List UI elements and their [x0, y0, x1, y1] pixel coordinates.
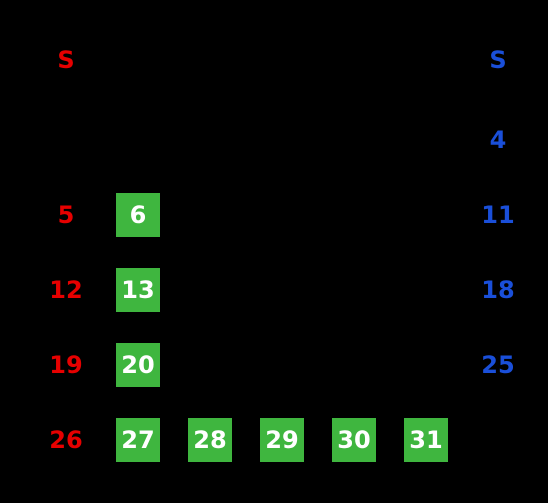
day-cell[interactable]: 31 [392, 418, 460, 462]
calendar-row-1: 5 6 11 [30, 193, 534, 237]
day-number: 5 [58, 201, 75, 229]
day-cell [104, 118, 172, 162]
weekday-header-4 [320, 38, 388, 82]
day-cell[interactable]: 6 [104, 193, 172, 237]
day-cell [176, 268, 244, 312]
day-number: 28 [193, 426, 226, 454]
day-cell[interactable]: 25 [464, 343, 532, 387]
day-cell [320, 193, 388, 237]
day-cell [320, 343, 388, 387]
calendar-row-2: 12 13 18 [30, 268, 534, 312]
day-cell[interactable]: 29 [248, 418, 316, 462]
day-cell[interactable]: 18 [464, 268, 532, 312]
day-number: 11 [481, 201, 514, 229]
day-cell[interactable]: 20 [104, 343, 172, 387]
day-number: 4 [490, 126, 507, 154]
day-cell [176, 343, 244, 387]
calendar-row-3: 19 20 25 [30, 343, 534, 387]
weekday-header-1 [104, 38, 172, 82]
day-cell [392, 193, 460, 237]
day-number: 13 [121, 276, 154, 304]
weekday-header-0: S [32, 38, 100, 82]
day-cell[interactable]: 4 [464, 118, 532, 162]
day-cell[interactable]: 28 [176, 418, 244, 462]
weekday-header-5 [392, 38, 460, 82]
day-number: 29 [265, 426, 298, 454]
calendar-widget: SS45611121318192025262728293031 [0, 0, 548, 503]
day-number: 27 [121, 426, 154, 454]
day-cell[interactable]: 11 [464, 193, 532, 237]
day-number: 20 [121, 351, 154, 379]
day-cell[interactable]: 27 [104, 418, 172, 462]
day-number: 31 [409, 426, 442, 454]
calendar-row-0: 4 [30, 118, 534, 162]
weekday-header-2 [176, 38, 244, 82]
day-cell [248, 118, 316, 162]
day-number: 19 [49, 351, 82, 379]
day-cell [248, 343, 316, 387]
day-cell [392, 268, 460, 312]
day-number: 12 [49, 276, 82, 304]
day-cell [176, 193, 244, 237]
calendar-row-4: 26 27 28 29 30 31 [30, 418, 534, 462]
day-cell[interactable]: 13 [104, 268, 172, 312]
day-cell[interactable]: 5 [32, 193, 100, 237]
day-cell[interactable]: 12 [32, 268, 100, 312]
day-cell [464, 418, 532, 462]
weekday-header-3 [248, 38, 316, 82]
day-cell [392, 118, 460, 162]
day-number: 6 [130, 201, 147, 229]
weekday-header-6: S [464, 38, 532, 82]
day-cell [392, 343, 460, 387]
day-cell [248, 193, 316, 237]
day-cell [320, 268, 388, 312]
day-cell[interactable]: 30 [320, 418, 388, 462]
day-cell [248, 268, 316, 312]
day-number: 30 [337, 426, 370, 454]
day-number: 18 [481, 276, 514, 304]
day-number: 26 [49, 426, 82, 454]
weekday-header-row: SS [30, 38, 534, 82]
day-cell [320, 118, 388, 162]
day-cell [32, 118, 100, 162]
day-number: 25 [481, 351, 514, 379]
day-cell [176, 118, 244, 162]
day-cell[interactable]: 26 [32, 418, 100, 462]
day-cell[interactable]: 19 [32, 343, 100, 387]
